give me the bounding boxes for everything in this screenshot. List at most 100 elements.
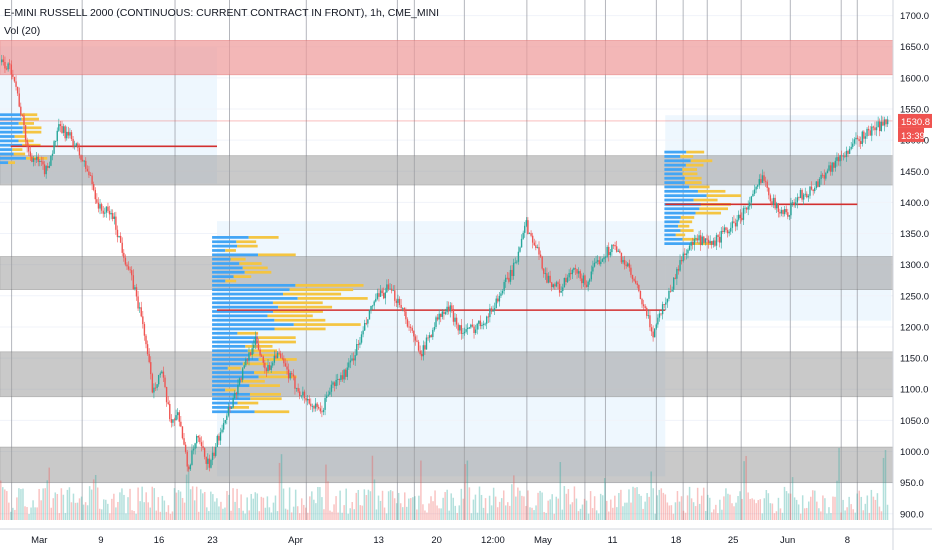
candle-body (550, 282, 553, 288)
volume-bar (276, 511, 279, 520)
volume-profile-2-up-bar (212, 384, 250, 387)
candle-body (131, 270, 133, 276)
candle-body (59, 124, 62, 127)
candle-body (367, 319, 369, 324)
volume-bar (401, 507, 404, 520)
volume-bar (280, 454, 283, 520)
candle-body (357, 344, 360, 345)
volume-profile-2-up-bar (212, 362, 243, 366)
candle-body (552, 284, 554, 288)
volume-bar (583, 498, 586, 520)
volume-bar (571, 502, 574, 520)
candle-body (335, 379, 337, 387)
volume-bar (96, 487, 99, 520)
volume-profile-2-down-bar (236, 240, 257, 244)
volume-bar (610, 499, 612, 520)
candle-body (660, 313, 662, 315)
volume-bar (446, 489, 448, 520)
volume-bar (771, 503, 774, 520)
candle-body (836, 157, 838, 161)
volume-profile-3-up-bar (664, 185, 690, 189)
volume-profile-3-up-bar (664, 159, 691, 163)
volume-bar (48, 467, 50, 520)
volume-bar (113, 493, 115, 520)
volume-bar (290, 512, 293, 520)
candle-body (855, 137, 857, 140)
candle-body (806, 193, 808, 198)
candle-body (124, 257, 127, 265)
time-axis-tick-label: 16 (154, 535, 165, 546)
candle-body (105, 206, 108, 213)
volume-profile-2-down-bar (289, 288, 354, 292)
candle-body (771, 201, 773, 205)
candle-body (519, 247, 521, 252)
candle-body (378, 293, 380, 297)
volume-profile-3-down-bar (684, 181, 702, 184)
candle-body (617, 250, 619, 252)
volume-bar (214, 501, 216, 520)
volume-bar (801, 495, 804, 520)
volume-profile-3-down-bar (686, 150, 705, 154)
volume-bar (480, 494, 483, 520)
volume-bar (248, 510, 250, 520)
candle-body (62, 126, 65, 133)
volume-bar (733, 506, 735, 520)
volume-profile-1-up-bar (0, 152, 14, 156)
candle-body (305, 398, 307, 401)
candle-body (590, 271, 593, 280)
candle-body (67, 131, 70, 136)
volume-indicator-label[interactable]: Vol (20) (4, 25, 41, 37)
volume-bar (828, 507, 830, 520)
volume-bar (785, 491, 788, 520)
candle-body (484, 323, 486, 325)
last-price-tag-label: 1530.8 (901, 117, 930, 128)
candle-body (596, 260, 599, 262)
candle-body (509, 269, 512, 282)
volume-bar (563, 486, 566, 520)
volume-profile-2-down-bar (258, 358, 297, 361)
candle-body (373, 301, 375, 306)
volume-bar (755, 503, 757, 520)
candle-body (856, 137, 859, 140)
candle-body (619, 250, 621, 253)
volume-bar (664, 494, 667, 520)
candle-body (408, 326, 410, 328)
volume-bar (567, 489, 570, 520)
volume-bar (294, 489, 297, 520)
candle-body (77, 143, 79, 148)
candle-body (175, 415, 177, 421)
volume-bar (454, 505, 456, 520)
volume-bar (50, 507, 52, 520)
volume-bar (418, 495, 420, 520)
volume-profile-2-down-bar (239, 262, 262, 265)
candle-body (94, 189, 96, 200)
volume-profile-1-up-bar (0, 156, 26, 160)
candle-body (755, 186, 757, 190)
candle-body (812, 189, 814, 192)
candle-body (322, 409, 325, 413)
volume-bar (634, 487, 636, 520)
volume-bar (197, 511, 200, 520)
volume-profile-2-down-bar (242, 362, 269, 366)
volume-bar (347, 513, 349, 520)
volume-profile-2-down-bar (242, 266, 268, 270)
volume-bar (303, 504, 305, 520)
candle-body (215, 447, 217, 456)
volume-bar (125, 513, 127, 520)
candle-body (649, 315, 651, 328)
candle-body (66, 131, 68, 139)
volume-bar (684, 512, 687, 520)
candle-body (790, 202, 792, 216)
volume-bar (612, 507, 614, 520)
candle-body (23, 115, 25, 126)
volume-bar (212, 494, 214, 520)
candle-body (16, 86, 19, 94)
candle-body (880, 121, 883, 132)
volume-bar (870, 489, 873, 520)
volume-bar (68, 487, 71, 520)
volume-profile-2-down-bar (274, 318, 326, 322)
candle-body (845, 150, 848, 157)
candle-body (615, 246, 618, 252)
